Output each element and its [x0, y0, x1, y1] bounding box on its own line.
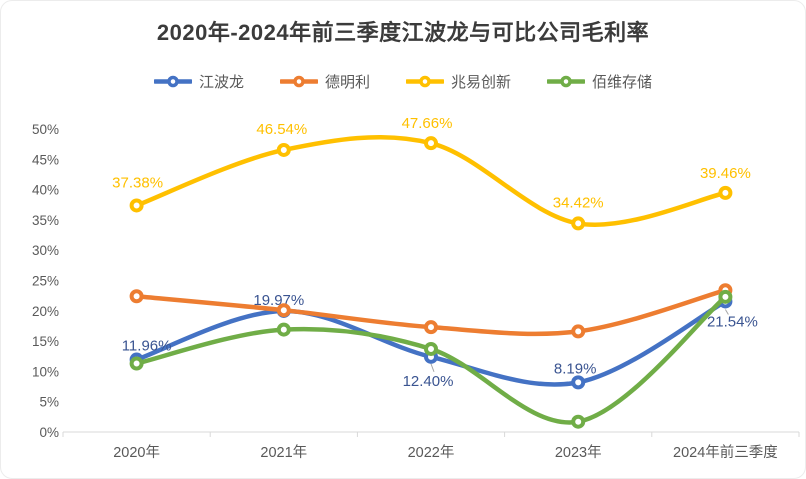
- chart-legend: 江波龙 德明利 兆易创新 佰维存储: [1, 71, 805, 92]
- x-axis-tick-label: 2023年: [555, 444, 602, 461]
- legend-item-demingli: 德明利: [279, 71, 370, 92]
- data-label-zhaoyichuangxin: 37.38%: [112, 174, 163, 191]
- y-axis-tick-label: 45%: [32, 152, 59, 167]
- data-point-marker-zhaoyichuangxin: [718, 185, 733, 200]
- legend-item-baiweicunchu: 佰维存储: [547, 71, 652, 92]
- x-axis-tick-label: 2020年: [113, 444, 160, 461]
- data-label-zhaoyichuangxin: 34.42%: [553, 194, 604, 211]
- y-axis-tick-label: 50%: [32, 122, 59, 137]
- data-label-jiangbolong: 11.96%: [122, 338, 172, 355]
- data-point-marker-baiweicunchu: [129, 356, 144, 371]
- data-point-marker-jiangbolong: [571, 375, 586, 390]
- data-point-marker-zhaoyichuangxin: [129, 198, 144, 213]
- data-point-marker-baiweicunchu: [276, 322, 291, 337]
- series-line-zhaoyichuangxin: [134, 134, 728, 227]
- data-point-marker-demingli: [129, 289, 144, 304]
- data-point-marker-zhaoyichuangxin: [276, 142, 291, 157]
- y-axis-tick-label: 25%: [32, 274, 59, 289]
- x-axis-tick-label: 2024年前三季度: [673, 444, 778, 461]
- y-axis-tick-label: 15%: [32, 334, 59, 349]
- legend-label-baiweicunchu: 佰维存储: [592, 74, 653, 91]
- data-label-leader-line: [724, 309, 729, 315]
- data-point-marker-baiweicunchu: [571, 414, 586, 429]
- y-axis-tick-label: 0%: [39, 425, 59, 440]
- line-chart-plot: 0% 5% 10% 15% 20% 25% 30% 35% 40% 45% 50% 2020年 2021…: [32, 115, 800, 461]
- y-axis-tick-label: 20%: [32, 304, 59, 319]
- legend-item-jiangbolong: 江波龙: [153, 71, 244, 92]
- data-label-jiangbolong: 19.97%: [253, 292, 304, 309]
- x-axis-tick-label: 2021年: [260, 444, 307, 461]
- data-point-marker-demingli: [276, 303, 291, 318]
- data-label-zhaoyichuangxin: 39.46%: [700, 165, 751, 182]
- y-axis-tick-label: 10%: [32, 364, 59, 379]
- data-point-marker-demingli: [571, 324, 586, 339]
- y-axis-tick-label: 30%: [32, 243, 59, 258]
- data-label-zhaoyichuangxin: 46.54%: [256, 121, 307, 138]
- data-label-jiangbolong: 8.19%: [554, 360, 597, 377]
- legend-marker-icon: [547, 75, 586, 88]
- data-point-marker-demingli: [424, 320, 438, 335]
- data-label-zhaoyichuangxin: 47.66%: [402, 115, 453, 132]
- legend-label-demingli: 德明利: [324, 74, 370, 91]
- legend-marker-icon: [406, 75, 444, 88]
- legend-label-jiangbolong: 江波龙: [198, 74, 244, 91]
- legend-marker-icon: [153, 75, 192, 88]
- data-point-marker-baiweicunchu: [718, 289, 733, 304]
- chart-title: 2020年-2024年前三季度江波龙与可比公司毛利率: [156, 20, 650, 45]
- data-label-leader-line: [430, 363, 435, 373]
- legend-item-zhaoyichuangxin: 兆易创新: [406, 71, 511, 92]
- data-point-marker-zhaoyichuangxin: [571, 216, 586, 231]
- data-label-jiangbolong: 21.54%: [707, 313, 758, 330]
- x-axis-tick-label: 2022年: [408, 444, 455, 461]
- y-axis-tick-label: 35%: [32, 213, 59, 228]
- data-point-marker-zhaoyichuangxin: [424, 136, 438, 151]
- y-axis-tick-label: 40%: [32, 183, 59, 198]
- data-label-jiangbolong: 12.40%: [403, 373, 454, 390]
- data-point-marker-baiweicunchu: [424, 341, 438, 356]
- legend-label-zhaoyichuangxin: 兆易创新: [451, 74, 512, 91]
- y-axis-tick-label: 5%: [39, 395, 59, 410]
- legend-marker-icon: [279, 75, 318, 88]
